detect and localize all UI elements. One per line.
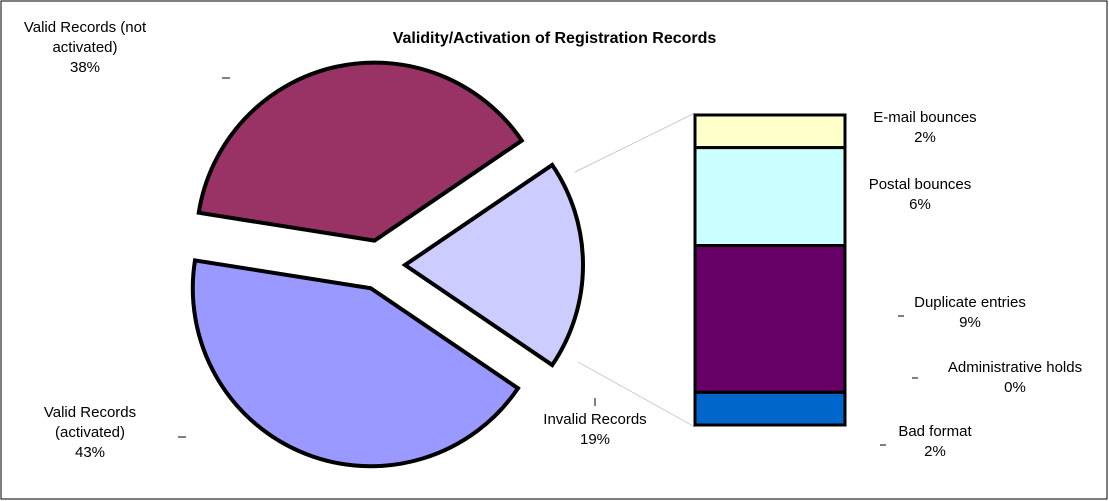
bar-segment bbox=[693, 244, 847, 394]
label-text: 9% bbox=[959, 314, 981, 331]
pie-label: Valid Records (not activated) 38% bbox=[10, 18, 160, 78]
label-text: Valid Records (activated) bbox=[43, 404, 137, 441]
label-text: 0% bbox=[1004, 379, 1026, 396]
bar-segment bbox=[693, 390, 847, 427]
chart-title: Validity/Activation of Registration Reco… bbox=[392, 30, 717, 47]
pie-label: Invalid Records 19% bbox=[525, 410, 665, 450]
connector bbox=[574, 112, 696, 173]
bar-segment bbox=[693, 113, 847, 150]
pie-slice bbox=[190, 258, 521, 469]
label-text: Valid Records (not activated) bbox=[23, 19, 147, 56]
bar-label: Bad format 2% bbox=[875, 422, 995, 462]
label-text: 43% bbox=[74, 444, 106, 461]
bar-label: E-mail bounces 2% bbox=[845, 108, 1005, 148]
label-text: 38% bbox=[69, 59, 101, 76]
bar-label: Duplicate entries 9% bbox=[890, 293, 1050, 333]
label-text: 19% bbox=[579, 431, 611, 448]
bar-label: Postal bounces 6% bbox=[840, 175, 1000, 215]
connector bbox=[577, 361, 696, 428]
pie-label: Valid Records (activated) 43% bbox=[35, 403, 145, 463]
bar-label: Administrative holds 0% bbox=[925, 358, 1105, 398]
pie-slice bbox=[401, 162, 585, 368]
label-text: Administrative holds bbox=[947, 359, 1083, 376]
label-text: Postal bounces bbox=[868, 176, 972, 193]
label-text: 2% bbox=[914, 129, 936, 146]
label-text: Invalid Records bbox=[543, 411, 647, 428]
label-text: Bad format bbox=[898, 423, 972, 440]
bar-segment bbox=[693, 146, 847, 248]
pie-slice bbox=[196, 60, 525, 243]
label-text: E-mail bounces bbox=[873, 109, 977, 126]
label-text: Duplicate entries bbox=[914, 294, 1026, 311]
label-text: 2% bbox=[924, 443, 946, 460]
label-text: 6% bbox=[909, 196, 931, 213]
